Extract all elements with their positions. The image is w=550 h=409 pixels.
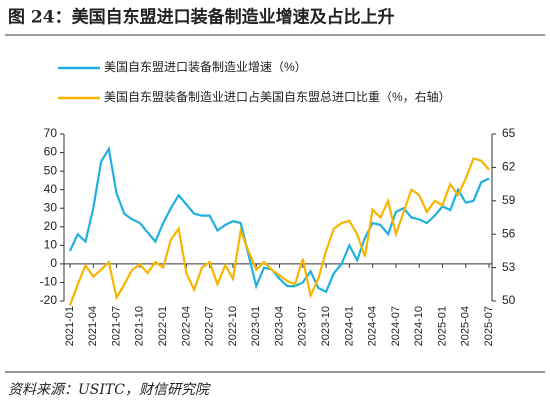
series-line <box>69 145 490 294</box>
y2-tick-label: 59 <box>502 193 516 207</box>
x-tick-label: 2021-04 <box>87 306 99 346</box>
x-tick-label: 2022-10 <box>227 306 239 346</box>
y-tick-label: 70 <box>44 126 58 140</box>
y-tick-label: 20 <box>44 219 58 233</box>
x-tick-label: 2025-01 <box>436 306 448 346</box>
source: 资料来源：USITC，财信研究院 <box>8 382 211 398</box>
x-tick-label: 2025-04 <box>460 306 472 346</box>
y-tick-label: -20 <box>40 293 58 307</box>
y-tick-label: 50 <box>44 163 58 177</box>
y-tick-label: 30 <box>44 200 58 214</box>
chart-title: 图 24：美国自东盟进口装备制造业增速及占比上升 <box>8 7 395 28</box>
x-tick-label: 2023-04 <box>273 306 285 346</box>
y2-tick-label: 62 <box>502 160 516 174</box>
x-tick-label: 2025-07 <box>483 306 495 346</box>
x-tick-label: 2024-07 <box>390 306 402 346</box>
y-tick-label: 60 <box>44 145 58 159</box>
x-tick-label: 2022-04 <box>180 306 192 346</box>
x-tick-label: 2021-07 <box>110 306 122 346</box>
y2-tick-label: 65 <box>502 126 516 140</box>
y-tick-label: -10 <box>40 275 58 289</box>
y2-tick-label: 53 <box>502 260 516 274</box>
y-tick-label: 40 <box>44 182 58 196</box>
x-tick-label: 2023-01 <box>250 306 262 346</box>
x-tick-label: 2021-10 <box>134 306 146 346</box>
y2-tick-label: 56 <box>502 226 516 240</box>
x-tick-label: 2024-10 <box>413 306 425 346</box>
x-tick-label: 2022-01 <box>157 306 169 346</box>
x-tick-label: 2023-10 <box>320 306 332 346</box>
x-tick-label: 2024-01 <box>343 306 355 346</box>
x-tick-label: 2023-07 <box>297 306 309 346</box>
legend-label: 美国自东盟装备制造业进口占美国自东盟总进口比重（%，右轴） <box>104 89 451 104</box>
y-tick-label: 10 <box>44 238 58 252</box>
series-line <box>68 157 490 306</box>
legend-label: 美国自东盟进口装备制造业增速（%） <box>104 60 307 74</box>
y2-tick-label: 50 <box>502 293 516 307</box>
x-tick-label: 2022-07 <box>204 306 216 346</box>
x-tick-label: 2024-04 <box>367 306 379 346</box>
y-tick-label: 0 <box>50 256 57 270</box>
x-tick-label: 2021-01 <box>64 306 76 346</box>
